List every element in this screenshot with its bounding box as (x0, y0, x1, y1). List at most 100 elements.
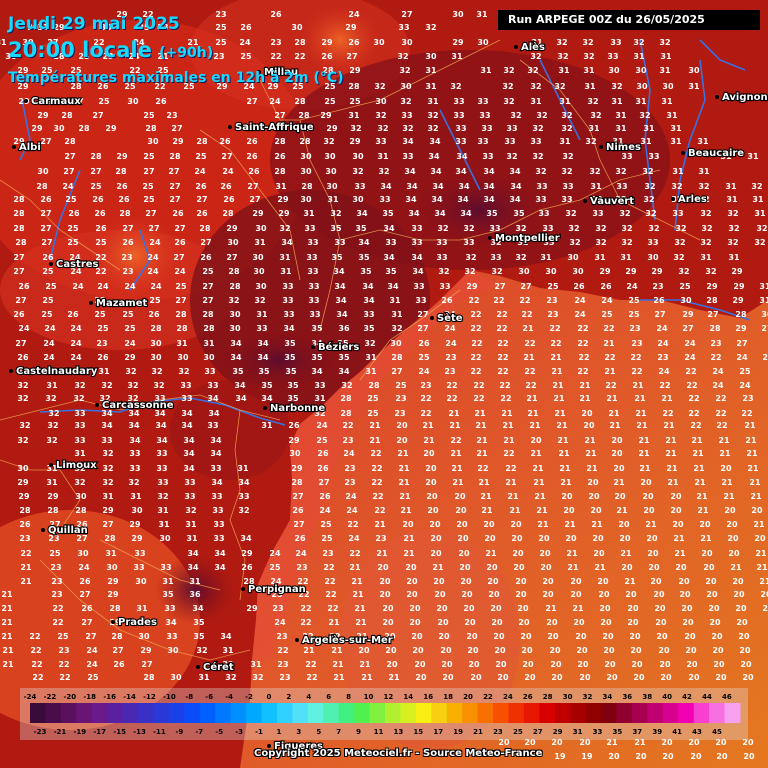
temperature-value: 33 (134, 549, 145, 558)
temperature-value: 27 (13, 267, 24, 276)
temperature-value: 20 (629, 632, 641, 641)
temperature-value: 21 (351, 577, 363, 586)
temperature-value: 28 (19, 506, 31, 515)
temperature-value: 21 (369, 421, 381, 430)
temperature-value: 22 (741, 409, 752, 418)
temperature-value: 22 (305, 660, 316, 669)
temperature-value: 22 (300, 618, 311, 627)
temperature-value: 29 (46, 97, 58, 106)
temperature-value: 33 (535, 195, 546, 204)
temperature-value: 31 (700, 253, 712, 262)
temperature-value: 31 (540, 253, 552, 262)
temperature-value: 26 (18, 282, 30, 291)
temperature-value: 24 (444, 324, 456, 333)
city-label: Millau (264, 67, 298, 78)
temperature-value: 31 (559, 97, 571, 106)
temperature-value: 21 (2, 660, 14, 669)
temperature-value: 23 (48, 534, 59, 543)
temperature-value: 26 (246, 152, 258, 161)
temperature-value: 22 (294, 52, 305, 61)
legend-bottom-label: -17 (93, 728, 106, 736)
temperature-value: 25 (122, 310, 134, 319)
temperature-value: 30 (425, 52, 437, 61)
temperature-value: 22 (470, 310, 481, 319)
temperature-value: 31 (348, 111, 360, 120)
temperature-value: 27 (293, 520, 304, 529)
city-label: Argelès-sur-Mer (302, 634, 393, 646)
temperature-value: 24 (348, 534, 360, 543)
legend-top-label: 20 (463, 693, 473, 701)
temperature-value: 24 (684, 353, 696, 362)
temperature-value: 21 (750, 492, 762, 501)
temperature-value: 20 (455, 506, 467, 515)
temperature-value: 27 (168, 167, 179, 176)
hot-core-perpignan (155, 555, 235, 625)
temperature-value: 27 (15, 339, 26, 348)
temperature-value: 32 (350, 124, 361, 133)
temperature-value: 24 (736, 353, 748, 362)
temperature-value: 20 (430, 549, 442, 558)
temperature-value: 34 (363, 296, 375, 305)
city-label: Mazamet (96, 298, 147, 309)
temperature-value: 25 (57, 632, 69, 641)
temperature-value: 21 (693, 464, 705, 473)
temperature-value: 32 (196, 646, 207, 655)
temperature-value: 33 (156, 449, 167, 458)
temperature-value: 31 (666, 111, 678, 120)
city-label: Limoux (56, 460, 97, 471)
temperature-value: 21 (666, 464, 678, 473)
temperature-value: 22 (468, 296, 479, 305)
temperature-value: 20 (409, 618, 421, 627)
temperature-value: 27 (318, 478, 329, 487)
temperature-value: 32 (728, 224, 739, 233)
temperature-value: 22 (277, 646, 288, 655)
temperature-value: 32 (17, 436, 28, 445)
temperature-value: 31 (480, 66, 492, 75)
temperature-value: 33 (129, 464, 140, 473)
temperature-value: 21 (594, 563, 606, 572)
temperature-value: 31 (136, 604, 148, 613)
temperature-value: 32 (185, 506, 196, 515)
temperature-value: 21 (349, 563, 361, 572)
temperature-value: 32 (754, 238, 765, 247)
temperature-value: 33 (489, 224, 500, 233)
temperature-value: 21 (718, 436, 730, 445)
temperature-value: 25 (143, 152, 155, 161)
temperature-value: 35 (287, 381, 299, 390)
temperature-value: 32 (314, 409, 325, 418)
city-label: Perpignan (248, 584, 306, 595)
temperature-value: 26 (40, 195, 52, 204)
legend-top-label: -18 (83, 693, 96, 701)
temperature-value: 24 (574, 310, 586, 319)
temperature-value: 20 (464, 618, 476, 627)
temperature-value: 24 (86, 660, 98, 669)
temperature-value: 29 (291, 464, 303, 473)
hot-core-montpellier (410, 170, 550, 250)
temperature-value: 36 (189, 590, 201, 599)
temperature-value: 30 (325, 167, 337, 176)
city-label: Céret (203, 661, 234, 673)
temperature-value: 27 (417, 324, 428, 333)
temperature-value: 22 (577, 367, 588, 376)
legend-color-cell (400, 703, 417, 723)
legend-color-cell (554, 703, 571, 723)
legend-color-cell (446, 703, 463, 723)
temperature-value: 29 (349, 66, 361, 75)
temperature-value: 30 (545, 267, 557, 276)
temperature-value: 29 (452, 38, 464, 47)
temperature-value: 21 (674, 549, 686, 558)
city-label: Montpellier (495, 233, 560, 244)
temperature-value: 20 (655, 618, 667, 627)
legend-bottom-label: 27 (533, 728, 543, 736)
legend-top-label: 32 (583, 693, 593, 701)
temperature-value: 27 (41, 238, 52, 247)
legend-color-cell (631, 703, 648, 723)
legend-color-cell (385, 703, 401, 723)
temperature-value: 20 (538, 534, 550, 543)
temperature-value: 25 (321, 534, 333, 543)
temperature-value: 25 (601, 310, 613, 319)
temperature-value: 30 (252, 253, 264, 262)
temperature-value: 23 (50, 563, 61, 572)
temperature-value: 21 (536, 506, 548, 515)
temperature-value: 31 (303, 209, 315, 218)
